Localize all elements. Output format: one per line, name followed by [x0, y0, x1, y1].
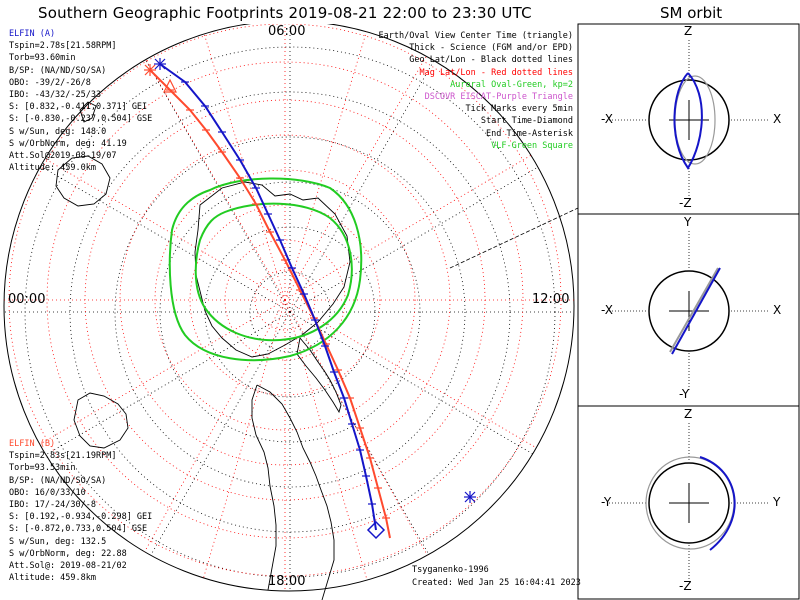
- elfin-a-info-line: S: [0.832,-0.411,0.371] GEI: [9, 102, 148, 113]
- sm-axis-label-left: -X: [601, 112, 613, 126]
- legend-item: Mag Lat/Lon - Red dotted lines: [419, 67, 573, 78]
- sm-panel-1: [609, 40, 769, 200]
- auroral-oval-outer: [168, 177, 363, 362]
- south-america-coast: [251, 384, 335, 600]
- clock-label-right: 12:00: [532, 292, 570, 307]
- legend-item: End Time-Asterisk: [486, 128, 573, 139]
- antarctic-peninsula: [296, 336, 342, 414]
- elfin-b-info-line: OBO: 16/0/33/10: [9, 487, 86, 498]
- sm-axis-label-top: Z: [684, 24, 693, 38]
- sm-axis-label-right: Y: [773, 495, 781, 509]
- elfin-b-track: [144, 64, 391, 539]
- antarctica-coast: [194, 181, 351, 358]
- sm-axis-label-top: Z: [684, 407, 693, 421]
- elfin-b-info-line: Tspin=2.83s[21.19RPM]: [9, 451, 117, 462]
- legend-item: Auroral Oval-Green, kp=2: [450, 79, 573, 90]
- elfin-a-track-line: [159, 63, 377, 531]
- elfin-a-info-line: Torb=93.60min: [9, 53, 76, 64]
- legend: Earth/Oval View Center Time (triangle) Th…: [379, 30, 573, 152]
- sm-axis-label-right: X: [773, 303, 782, 317]
- elfin-b-end-asterisk: [144, 64, 156, 76]
- elfin-a-info-line: B/SP: (NA/ND/SO/SA): [9, 65, 107, 76]
- elfin-b-info: ELFIN (B) Tspin=2.83s[21.19RPM] Torb=93.5…: [9, 438, 152, 584]
- sm-axis-label-left: -X: [601, 303, 613, 317]
- elfin-b-info-line: Att.Sol@: 2019-08-21/02: [9, 560, 127, 571]
- sm-axis-label-bottom: -Y: [679, 387, 690, 401]
- sm-axis-label-top: Y: [684, 215, 692, 229]
- legend-item: DSCOVR EISCAT-Purple Triangle: [424, 91, 573, 102]
- elfin-b-info-line: Torb=93.53min: [9, 463, 76, 474]
- sm-axis-label-bottom: -Z: [679, 196, 692, 210]
- geo-grid: [4, 24, 574, 591]
- legend-item: Start Time-Diamond: [480, 116, 573, 127]
- elfin-a-info: ELFIN (A) Tspin=2.78s[21.58RPM] Torb=93.6…: [9, 28, 152, 174]
- elfin-b-info-line: Altitude: 459.8km: [9, 573, 96, 584]
- elfin-b-info-line: IBO: 17/-24/30/-8: [9, 499, 96, 510]
- earth-disk: [3, 24, 575, 592]
- elfin-b-info-line: B/SP: (NA/ND/SO/SA): [9, 475, 107, 486]
- sm-axis-label-left: -Y: [601, 495, 612, 509]
- earth-circle: [648, 79, 730, 161]
- elfin-a-info-line: S w/OrbNorm, deg: 41.19: [9, 138, 127, 149]
- legend-item: Geo Lat/Lon - Black dotted lines: [409, 55, 573, 66]
- sm-panel-frame: [577, 23, 800, 600]
- sm-axis-label-bottom: -Z: [679, 579, 692, 593]
- elfin-a-orbit: [699, 456, 736, 551]
- clock-label-bottom: 18:00: [268, 574, 306, 589]
- sm-axis-label-right: X: [773, 112, 782, 126]
- new-zealand-coast: [79, 101, 97, 123]
- elfin-a-orbit: [671, 267, 721, 355]
- elfin-a-info-line: IBO: -43/32/-25/33: [9, 89, 102, 100]
- elfin-a-end-asterisk: [154, 58, 166, 70]
- elfin-a-info-line: S: [-0.830,-0.237,0.504] GSE: [9, 114, 153, 125]
- legend-item: Earth/Oval View Center Time (triangle): [378, 31, 573, 41]
- sm-orbit-panels: [609, 40, 769, 583]
- coastlines: [55, 101, 351, 600]
- elfin-a-track: [154, 58, 476, 540]
- radial-line: [449, 207, 578, 269]
- created-timestamp: Created: Wed Jan 25 16:04:41 2023: [412, 578, 581, 588]
- map-area: [3, 24, 578, 600]
- model-credit: Tsyganenko-1996: [412, 565, 489, 575]
- elfin-a-info-line: Tspin=2.78s[21.58RPM]: [9, 41, 117, 52]
- sm-panel-2: [609, 231, 769, 391]
- sm-panel-3: [609, 423, 769, 583]
- elfin-b-header: ELFIN (B): [9, 439, 56, 449]
- elfin-b-orbit: [669, 267, 719, 353]
- earth-circle: [648, 462, 730, 544]
- page-title: Southern Geographic Footprints 2019-08-2…: [38, 4, 532, 22]
- elfin-a-info-line: S w/Sun, deg: 148.0: [9, 126, 107, 137]
- clock-label-left: 00:00: [8, 292, 46, 307]
- elfin-a-header: ELFIN (A): [9, 29, 56, 39]
- elfin-b-info-line: S w/Sun, deg: 132.5: [9, 536, 107, 547]
- legend-item: VLF-Green Square: [491, 140, 573, 151]
- elfin-a-info-line: OBO: -39/2/-26/8: [9, 77, 91, 88]
- elfin-b-view-triangle: [163, 78, 177, 93]
- elfin-a-orbit: [673, 72, 703, 170]
- clock-label-top: 06:00: [268, 24, 306, 39]
- legend-item: Tick Marks every 5min: [465, 104, 573, 115]
- eiscat-asterisk: [464, 491, 476, 503]
- elfin-b-info-line: S w/OrbNorm, deg: 22.88: [9, 548, 127, 559]
- sm-title: SM orbit: [660, 4, 723, 22]
- elfin-a-start-diamond: [366, 520, 386, 540]
- auroral-oval-inner: [194, 202, 353, 342]
- africa-coast: [73, 392, 129, 449]
- elfin-a-info-line: Altitude: 459.0km: [9, 163, 96, 174]
- elfin-a-info-line: Att.Sol@2019-08-19/07: [9, 150, 117, 161]
- australia-coast: [55, 155, 111, 207]
- elfin-b-info-line: S: [-0.872,0.733,0.504] GSE: [9, 524, 148, 535]
- elfin-b-info-line: S: [0.192,-0.934,-0.298] GEI: [9, 512, 153, 523]
- earth-circle: [648, 270, 730, 352]
- legend-item: Thick - Science (FGM and/or EPD): [409, 43, 573, 54]
